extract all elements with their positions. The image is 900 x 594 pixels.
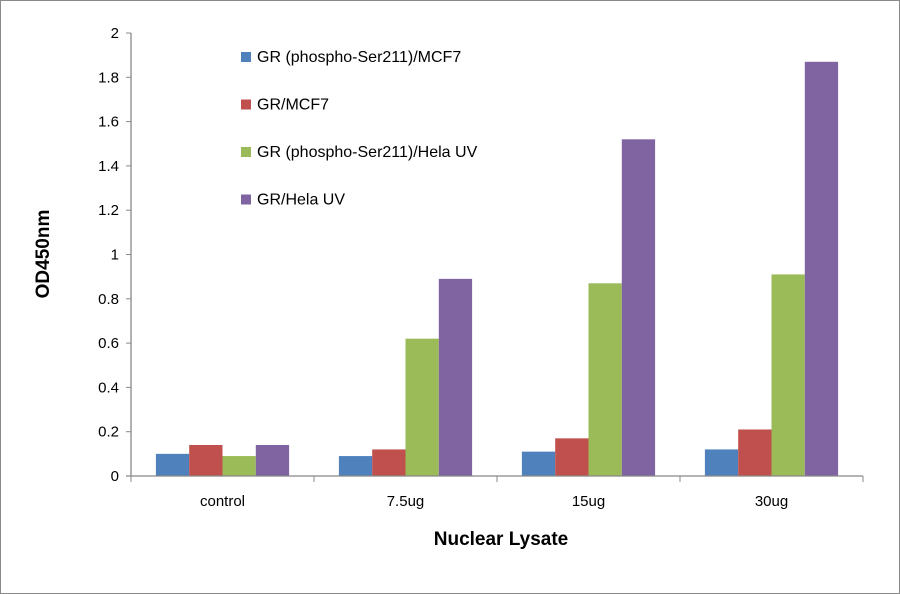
legend-label: GR (phospho-Ser211)/MCF7 [257,49,461,66]
x-tick-label: 15ug [572,493,605,510]
y-tick-label: 0 [111,468,119,485]
bar-2-15ug [555,438,589,476]
bar-4-15ug [621,139,656,476]
y-tick-label: 1 [111,247,119,264]
bar-4-7.5ug [438,278,473,476]
y-tick-label: 0.6 [98,335,119,352]
bar-1-15ug [521,451,556,476]
y-tick-label: 1.6 [98,114,119,131]
y-tick-label: 0.2 [98,424,119,441]
x-tick-label: 30ug [755,493,788,510]
bar-2-7.5ug [372,449,406,476]
legend-swatch [241,147,251,157]
bar-4-30ug [804,61,839,477]
legend-label: GR/Hela UV [257,192,345,209]
y-tick-label: 0.8 [98,291,119,308]
legend-swatch [241,194,251,205]
bar-3-7.5ug [405,338,439,476]
bar-3-control [222,456,256,476]
bar-2-30ug [738,429,772,476]
bar-4-control [255,444,290,476]
x-axis-title: Nuclear Lysate [434,529,568,550]
bar-1-30ug [704,449,739,476]
bar-1-7.5ug [338,456,373,476]
x-tick-label: 7.5ug [387,493,425,510]
legend-label: GR (phospho-Ser211)/Hela UV [257,144,478,161]
y-tick-label: 1.8 [98,69,119,86]
bar-1-control [155,453,190,476]
y-tick-label: 0.4 [98,379,119,396]
x-tick-label: control [200,493,245,510]
bar-2-control [189,444,223,476]
legend-label: GR/MCF7 [257,97,329,114]
legend-swatch [241,99,251,110]
y-tick-label: 1.4 [98,158,119,175]
y-tick-label: 1.2 [98,202,119,219]
y-axis-title: OD450nm [33,210,54,299]
bar-3-15ug [588,283,622,476]
y-tick-label: 2 [111,25,119,42]
legend-swatch [241,52,251,62]
bar-3-30ug [771,274,805,476]
